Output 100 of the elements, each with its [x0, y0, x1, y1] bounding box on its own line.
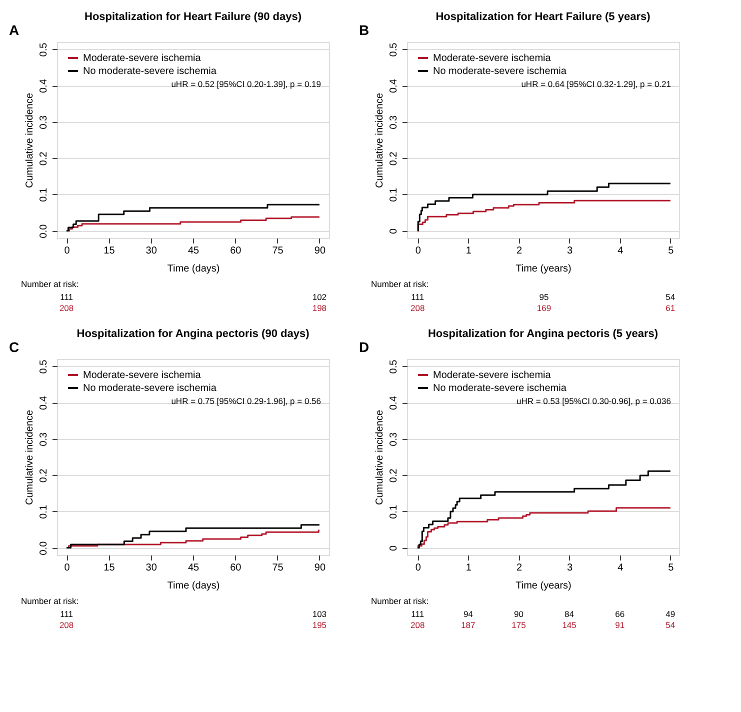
y-tick-label: 0.3 — [388, 432, 400, 446]
text: 208 — [410, 620, 425, 630]
x-tick-label: 5 — [668, 562, 674, 574]
x-tick-label: 0 — [64, 246, 70, 256]
legend-label: Moderate-severe ischemia — [433, 53, 552, 64]
x-tick-label: 0 — [415, 246, 422, 256]
text: 66 — [615, 609, 625, 619]
text: C — [9, 339, 20, 355]
x-tick-label: 15 — [104, 562, 116, 574]
x-tick-label: 45 — [188, 562, 200, 574]
text: 208 — [59, 303, 74, 313]
text: 54 — [666, 292, 676, 302]
x-tick-label: 1 — [466, 562, 472, 574]
y-tick-label: 0.4 — [388, 396, 400, 410]
text: 61 — [666, 303, 676, 313]
legend-label: Moderate-severe ischemia — [83, 370, 202, 381]
x-tick-label: 3 — [567, 562, 574, 574]
x-axis-title: Time (days) — [167, 580, 220, 592]
x-tick-label: 75 — [272, 562, 284, 574]
chart-title: Hospitalization for Heart Failure (5 years) — [436, 11, 651, 23]
x-tick-label: 2 — [516, 246, 522, 256]
text: 95 — [539, 292, 550, 302]
y-tick-label: 0 — [388, 545, 400, 552]
x-tick-label: 0 — [415, 562, 422, 574]
annotation: uHR = 0.64 [95%CI 0.32-1.29], p = 0.21 — [521, 79, 672, 89]
text: Number at risk: — [21, 596, 79, 606]
text: Number at risk: — [21, 279, 79, 289]
text: 54 — [666, 620, 676, 630]
y-axis-title: Cumulative incidence — [374, 410, 386, 506]
annotation: uHR = 0.52 [95%CI 0.20-1.39], p = 0.19 — [171, 79, 322, 89]
x-axis-title: Time (years) — [516, 264, 572, 274]
text: D — [359, 339, 370, 355]
y-tick-label: 0.5 — [38, 42, 50, 57]
text: 103 — [312, 609, 327, 619]
y-tick-label: 0.3 — [38, 114, 50, 130]
x-tick-label: 15 — [104, 246, 116, 256]
text: 208 — [59, 620, 74, 630]
text: 94 — [463, 609, 474, 619]
x-tick-label: 60 — [230, 562, 242, 574]
text: A — [9, 22, 20, 38]
text: 169 — [536, 303, 552, 313]
legend-label: No moderate-severe ischemia — [433, 383, 567, 394]
text: 195 — [312, 620, 327, 630]
x-tick-label: 90 — [314, 562, 326, 574]
text: 208 — [410, 303, 425, 313]
text: 198 — [312, 303, 327, 313]
legend-label: Moderate-severe ischemia — [433, 370, 552, 381]
y-axis-title: Cumulative incidence — [24, 92, 36, 188]
text: 111 — [411, 609, 424, 619]
text: 111 — [60, 609, 74, 619]
chart-title: Hospitalization for Angina pectoris (90 days) — [76, 328, 310, 340]
x-tick-label: 4 — [618, 246, 624, 256]
x-tick-label: 3 — [567, 246, 574, 256]
y-tick-label: 0.5 — [388, 359, 400, 374]
x-axis-title: Time (years) — [516, 580, 572, 592]
text: 187 — [461, 620, 476, 630]
y-tick-label: 0.2 — [38, 151, 50, 166]
chart-title: Hospitalization for Heart Failure (90 days) — [84, 11, 302, 23]
text: 84 — [564, 609, 574, 619]
y-tick-label: 0.2 — [38, 468, 50, 483]
x-tick-label: 2 — [516, 562, 522, 574]
y-tick-label: 0.5 — [388, 42, 400, 57]
x-tick-label: 0 — [64, 562, 70, 574]
chart-title: Hospitalization for Angina pectoris (5 years) — [428, 328, 658, 340]
text: 91 — [615, 620, 625, 630]
legend-label: No moderate-severe ischemia — [433, 66, 567, 77]
text: 102 — [312, 292, 327, 302]
x-axis-title: Time (days) — [167, 264, 220, 274]
x-tick-label: 4 — [618, 562, 624, 574]
y-axis-title: Cumulative incidence — [374, 92, 386, 188]
x-tick-label: 1 — [466, 246, 472, 256]
annotation: uHR = 0.75 [95%CI 0.29-1.96], p = 0.56 — [171, 396, 322, 406]
y-tick-label: 0.0 — [38, 224, 50, 238]
text: 111 — [411, 292, 424, 302]
legend-label: No moderate-severe ischemia — [83, 66, 217, 77]
x-tick-label: 30 — [146, 246, 158, 256]
y-tick-label: 0 — [388, 228, 400, 234]
text: Number at risk: — [371, 596, 429, 606]
y-tick-label: 0.2 — [388, 468, 400, 483]
legend-label: No moderate-severe ischemia — [83, 383, 217, 394]
y-tick-label: 0.4 — [38, 78, 50, 94]
y-tick-label: 0.4 — [38, 396, 50, 410]
x-tick-label: 30 — [146, 562, 158, 574]
text: Number at risk: — [371, 279, 429, 289]
y-tick-label: 0.1 — [388, 188, 400, 202]
text: 111 — [60, 292, 74, 302]
x-tick-label: 60 — [230, 246, 242, 256]
x-tick-label: 75 — [272, 246, 284, 256]
y-tick-label: 0.1 — [388, 504, 400, 519]
annotation: uHR = 0.53 [95%CI 0.30-0.96], p = 0.036 — [516, 396, 672, 406]
x-tick-label: 90 — [314, 246, 326, 256]
y-tick-label: 0.4 — [388, 78, 400, 94]
text: 49 — [666, 609, 676, 619]
y-tick-label: 0.0 — [38, 540, 50, 556]
text: 175 — [512, 620, 526, 630]
x-tick-label: 45 — [188, 246, 200, 256]
text: B — [359, 22, 370, 38]
text: 90 — [514, 609, 524, 619]
y-tick-label: 0.1 — [38, 504, 50, 519]
y-tick-label: 0.2 — [388, 151, 400, 166]
